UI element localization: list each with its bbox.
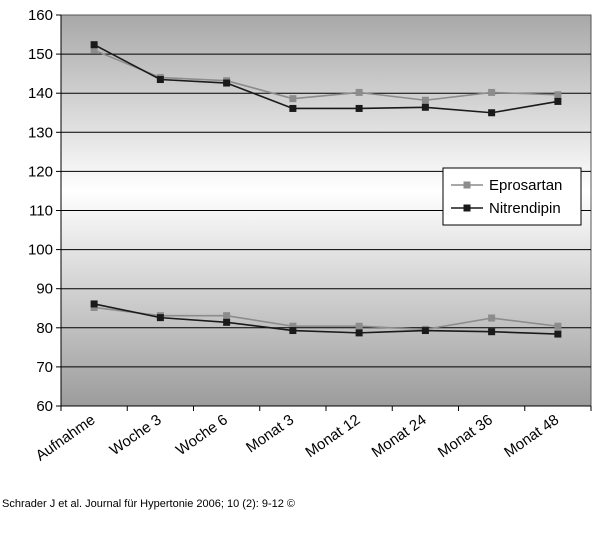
data-point (355, 88, 363, 96)
x-tick-label: Woche 6 (173, 411, 231, 459)
y-tick-label: 100 (28, 242, 53, 259)
legend-item: Eprosartan (451, 177, 562, 194)
x-tick-label: Monat 3 (243, 411, 297, 456)
data-point (488, 314, 496, 322)
data-point (223, 79, 231, 87)
legend: Eprosartan Nitrendipin (442, 167, 582, 226)
data-point (355, 329, 363, 337)
data-point (289, 95, 297, 103)
legend-marker (463, 181, 471, 189)
data-point (223, 312, 231, 320)
legend-label: Eprosartan (489, 177, 562, 194)
data-point (421, 327, 429, 335)
series-line (93, 49, 558, 102)
citation: Schrader J et al. Journal für Hypertonie… (2, 498, 296, 510)
data-point (554, 91, 562, 99)
y-tick-label: 140 (28, 85, 53, 102)
data-point (355, 104, 363, 112)
data-point (488, 88, 496, 96)
series-nitrendipin-systolic (90, 41, 562, 117)
series-nitrendipin-diastolic (90, 300, 562, 338)
data-point (421, 96, 429, 104)
y-tick-label: 120 (28, 163, 53, 180)
x-tick-label: Monat 36 (435, 411, 496, 461)
data-point (355, 322, 363, 330)
legend-label: Nitrendipin (489, 200, 561, 217)
legend-marker (463, 204, 471, 212)
data-point (156, 76, 164, 84)
series-line (93, 303, 558, 335)
data-point (554, 330, 562, 338)
x-tick-label: Monat 12 (302, 411, 363, 461)
data-point (90, 300, 98, 308)
x-tick-label: Monat 48 (501, 411, 562, 461)
data-point (289, 322, 297, 330)
data-point (421, 103, 429, 111)
data-point (554, 97, 562, 105)
data-point (90, 303, 98, 311)
series-layer (90, 41, 562, 338)
y-tick-label: 130 (28, 124, 53, 141)
y-tick-label: 90 (36, 281, 53, 298)
legend-item: Nitrendipin (451, 200, 561, 217)
data-point (223, 318, 231, 326)
data-point (289, 104, 297, 112)
series-line (93, 44, 559, 114)
y-tick-label: 80 (36, 320, 53, 337)
x-tick-label: Monat 24 (369, 411, 430, 461)
data-point (488, 328, 496, 336)
y-tick-label: 70 (36, 359, 53, 376)
data-point (90, 41, 98, 49)
y-tick-label: 160 (28, 7, 53, 24)
data-point (554, 322, 562, 330)
y-tick-label: 150 (28, 46, 53, 63)
legend-box (442, 167, 582, 226)
data-point (488, 109, 496, 117)
series-line (94, 306, 558, 331)
x-tick-label: Aufnahme (33, 411, 99, 464)
data-point (90, 46, 98, 54)
x-tick-label: Woche 3 (107, 411, 165, 459)
y-tick-label: 60 (36, 398, 53, 415)
data-point (289, 327, 297, 335)
y-tick-label: 110 (29, 203, 53, 220)
data-point (156, 314, 164, 322)
